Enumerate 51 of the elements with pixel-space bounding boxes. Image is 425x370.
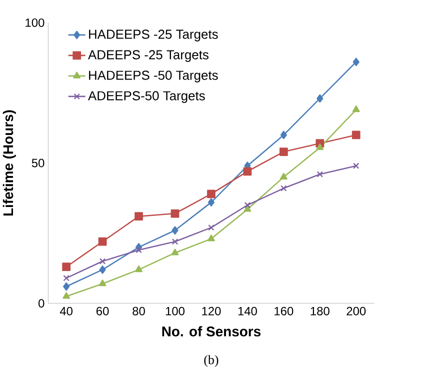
legend-label: ADEEPS -25 Targets (88, 50, 208, 62)
point (316, 171, 324, 178)
y-axis-title: Lifetime (Hours) (2, 110, 16, 216)
point (98, 237, 107, 246)
point (279, 148, 288, 156)
x-tick-label: 40 (60, 306, 73, 316)
point (62, 262, 71, 272)
point (316, 143, 324, 150)
y-tick-label: 50 (32, 158, 44, 168)
point (352, 106, 360, 112)
point (280, 185, 287, 192)
legend-label: HADEEPS -25 Targets (89, 30, 218, 42)
point (135, 265, 142, 272)
point (171, 248, 179, 256)
x-tick-label: 180 (310, 306, 330, 316)
point (207, 190, 216, 198)
point (172, 238, 178, 245)
point (208, 234, 215, 242)
point (63, 274, 70, 282)
point (99, 258, 106, 264)
point (170, 209, 180, 218)
x-tick-label: 140 (238, 306, 257, 316)
x-tick-label: 80 (132, 306, 145, 316)
legend-label: ADEEPS-50 Targets (88, 91, 205, 103)
x-tick-label: 200 (346, 306, 366, 316)
point (352, 58, 360, 66)
point (208, 198, 215, 207)
x-tick-label: 160 (274, 306, 294, 316)
point (280, 130, 287, 140)
point (316, 94, 324, 103)
x-tick-label: 100 (166, 306, 185, 316)
y-tick-label: 0 (38, 299, 44, 308)
point (134, 212, 143, 221)
y-tick-label: 100 (26, 18, 44, 27)
point (280, 172, 288, 180)
point (99, 265, 106, 274)
point (62, 292, 70, 299)
point (98, 280, 106, 286)
point (243, 167, 252, 176)
x-tick-label: 60 (96, 306, 109, 316)
legend-label: HADEEPS -50 Targets (89, 70, 218, 82)
point (136, 246, 142, 254)
point (63, 282, 70, 291)
point (208, 224, 214, 231)
x-axis-title: No. of Sensors (162, 326, 261, 336)
point (352, 162, 360, 169)
x-tick-label: 120 (202, 306, 221, 316)
point (244, 202, 251, 208)
point (172, 226, 178, 235)
text: (b) (204, 355, 218, 367)
point (352, 130, 360, 140)
